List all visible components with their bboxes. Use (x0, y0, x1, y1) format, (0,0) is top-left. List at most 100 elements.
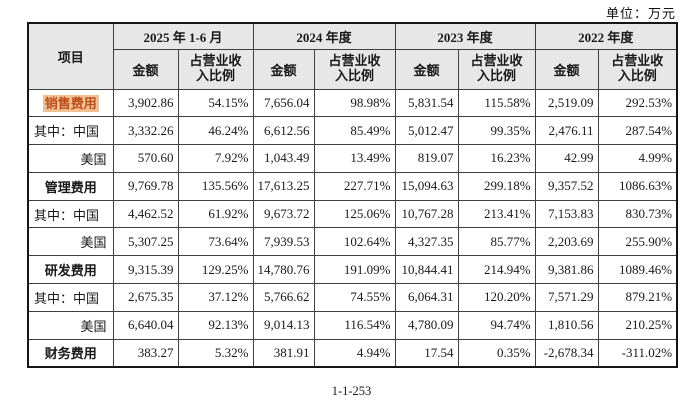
cell-value: 17.54 (394, 338, 459, 368)
cell-value: 5,831.54 (394, 88, 459, 118)
cell-value: 98.98% (313, 88, 396, 118)
cell-value: -311.02% (597, 338, 678, 368)
cell-value: 125.06% (313, 199, 396, 229)
cell-value: 7,656.04 (252, 88, 315, 118)
cell-value: 383.27 (112, 338, 179, 368)
cell-value: 3,902.86 (112, 88, 179, 118)
cell-value: 299.18% (457, 171, 536, 201)
cell-value: 85.77% (457, 227, 536, 257)
cell-value: 5,307.25 (112, 227, 179, 257)
cell-value: 73.64% (177, 227, 254, 257)
column-header-period-2022: 2022 年度 (534, 22, 678, 50)
cell-value: 214.94% (457, 255, 536, 285)
cell-value: 2,476.11 (534, 116, 599, 146)
cell-value: 1086.63% (597, 171, 678, 201)
column-header-amount: 金额 (112, 48, 179, 90)
table-row: 美国 6,640.04 92.13% 9,014.13 116.54% 4,780.09 9… (27, 310, 678, 340)
cell-value: 116.54% (313, 310, 396, 340)
row-label: 财务费用 (27, 338, 114, 368)
cell-value: 5,012.47 (394, 116, 459, 146)
cell-value: 37.12% (177, 283, 254, 312)
cell-value: 15,094.63 (394, 171, 459, 201)
column-header-period-2025h1: 2025 年 1-6 月 (112, 22, 254, 50)
page-number: 1-1-253 (331, 384, 372, 398)
cell-value: 9,014.13 (252, 310, 315, 340)
cell-value: 255.90% (597, 227, 678, 257)
cell-value: 4.94% (313, 338, 396, 368)
table-row: 其中：中国 4,462.52 61.92% 9,673.72 125.06% 10,767… (27, 199, 678, 229)
cell-value: 13.49% (313, 144, 396, 173)
cell-value: 381.91 (252, 338, 315, 368)
cell-value: 9,381.86 (534, 255, 599, 285)
cell-value: 191.09% (313, 255, 396, 285)
cell-value: 92.13% (177, 310, 254, 340)
cell-value: 120.20% (457, 283, 536, 312)
cell-value: 17,613.25 (252, 171, 315, 201)
cell-value: 9,769.78 (112, 171, 179, 201)
cell-value: 570.60 (112, 144, 179, 173)
table-header: 项目 2025 年 1-6 月 2024 年度 2023 年度 2022 年度 … (27, 22, 678, 90)
expense-table: 项目 2025 年 1-6 月 2024 年度 2023 年度 2022 年度 … (27, 22, 679, 368)
column-header-item: 项目 (27, 22, 114, 90)
cell-value: 5.32% (177, 338, 254, 368)
cell-value: 7,153.83 (534, 199, 599, 229)
cell-value: 879.21% (597, 283, 678, 312)
cell-value: 85.49% (313, 116, 396, 146)
column-header-ratio: 占营业收 入比例 (457, 48, 536, 90)
cell-value: 3,332.26 (112, 116, 179, 146)
cell-value: -2,678.34 (534, 338, 599, 368)
table-row: 美国 570.60 7.92% 1,043.49 13.49% 819.07 16.23% 4… (27, 144, 678, 173)
table-row: 管理费用 9,769.78 135.56% 17,613.25 227.71% 15,09… (27, 171, 678, 201)
cell-value: 4,780.09 (394, 310, 459, 340)
table-row: 财务费用 383.27 5.32% 381.91 4.94% 17.54 0.35% -2,6… (27, 338, 678, 368)
column-header-ratio: 占营业收 入比例 (177, 48, 254, 90)
table-row: 其中：中国 3,332.26 46.24% 6,612.56 85.49% 5,012.4… (27, 116, 678, 146)
cell-value: 6,064.31 (394, 283, 459, 312)
cell-value: 135.56% (177, 171, 254, 201)
column-header-amount: 金额 (394, 48, 459, 90)
cell-value: 4.99% (597, 144, 678, 173)
row-label: 美国 (27, 144, 114, 173)
cell-value: 1,043.49 (252, 144, 315, 173)
row-label: 其中：中国 (27, 283, 114, 312)
table-row: 研发费用 9,315.39 129.25% 14,780.76 191.09% 10,84… (27, 255, 678, 285)
cell-value: 16.23% (457, 144, 536, 173)
cell-value: 1,810.56 (534, 310, 599, 340)
cell-value: 14,780.76 (252, 255, 315, 285)
cell-value: 115.58% (457, 88, 536, 118)
cell-value: 227.71% (313, 171, 396, 201)
cell-value: 129.25% (177, 255, 254, 285)
cell-value: 42.99 (534, 144, 599, 173)
table-row: 销售费用 3,902.86 54.15% 7,656.04 98.98% 5,831.54… (27, 88, 678, 118)
cell-value: 7.92% (177, 144, 254, 173)
column-header-amount: 金额 (252, 48, 315, 90)
cell-value: 819.07 (394, 144, 459, 173)
row-label: 其中：中国 (27, 116, 114, 146)
column-header-period-2024: 2024 年度 (252, 22, 396, 50)
cell-value: 213.41% (457, 199, 536, 229)
cell-value: 61.92% (177, 199, 254, 229)
cell-value: 9,357.52 (534, 171, 599, 201)
cell-value: 4,327.35 (394, 227, 459, 257)
cell-value: 4,462.52 (112, 199, 179, 229)
row-label: 管理费用 (27, 171, 114, 201)
table-row: 美国 5,307.25 73.64% 7,939.53 102.64% 4,327.35 8… (27, 227, 678, 257)
row-label: 美国 (27, 227, 114, 257)
cell-value: 10,844.41 (394, 255, 459, 285)
column-header-amount: 金额 (534, 48, 599, 90)
cell-value: 6,612.56 (252, 116, 315, 146)
cell-value: 102.64% (313, 227, 396, 257)
cell-value: 7,571.29 (534, 283, 599, 312)
cell-value: 287.54% (597, 116, 678, 146)
cell-value: 9,673.72 (252, 199, 315, 229)
column-header-ratio: 占营业收 入比例 (313, 48, 396, 90)
cell-value: 54.15% (177, 88, 254, 118)
cell-value: 0.35% (457, 338, 536, 368)
cell-value: 9,315.39 (112, 255, 179, 285)
table-row: 其中：中国 2,675.35 37.12% 5,766.62 74.55% 6,064.3… (27, 283, 678, 312)
table-body: 销售费用 3,902.86 54.15% 7,656.04 98.98% 5,831.54… (27, 88, 678, 368)
cell-value: 1089.46% (597, 255, 678, 285)
row-label: 销售费用 (27, 88, 114, 118)
cell-value: 2,519.09 (534, 88, 599, 118)
